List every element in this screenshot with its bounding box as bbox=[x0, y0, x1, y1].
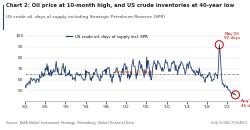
Text: Source: BofA Global Investment Strategy, Bloomberg, Global Financial Data: Source: BofA Global Investment Strategy,… bbox=[6, 121, 134, 125]
Text: Chart 2: Oil price at 10-month high, and US crude inventories at 40-year low: Chart 2: Oil price at 10-month high, and… bbox=[6, 3, 234, 8]
Legend: US crude oil, days of supply incl. SPR: US crude oil, days of supply incl. SPR bbox=[64, 33, 149, 40]
Text: Average: 65 days: Average: 65 days bbox=[115, 70, 153, 74]
Text: US crude oil, days of supply including Strategic Petroleum Reserve (SPR): US crude oil, days of supply including S… bbox=[6, 15, 166, 19]
Text: BofA GLOBAL RESEARCH: BofA GLOBAL RESEARCH bbox=[211, 121, 248, 125]
Text: Aug'23
46 days: Aug'23 46 days bbox=[240, 99, 250, 108]
Text: May'20
92 days: May'20 92 days bbox=[224, 31, 240, 40]
